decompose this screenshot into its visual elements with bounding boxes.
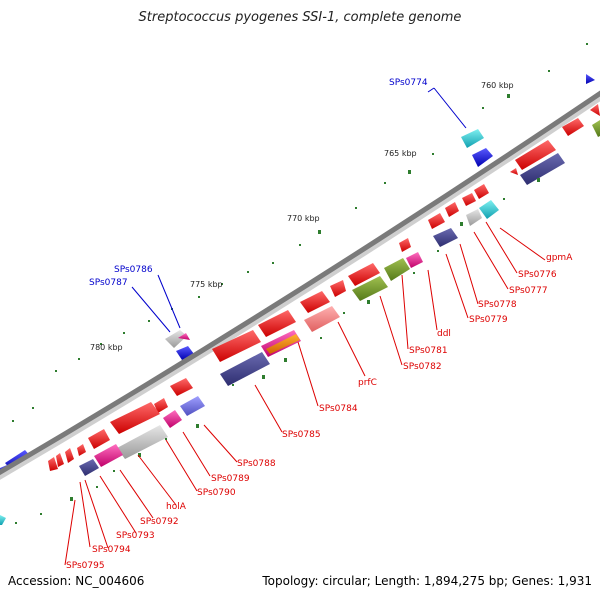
- label-SPs0785: SPs0785: [282, 430, 321, 440]
- label-SPs0790: SPs0790: [197, 488, 236, 498]
- label-SPs0781: SPs0781: [409, 346, 448, 356]
- label-SPs0795: SPs0795: [66, 561, 105, 571]
- genome-info-text: Topology: circular; Length: 1,894,275 bp…: [262, 574, 592, 588]
- label-SPs0794: SPs0794: [92, 545, 131, 555]
- label-SPs0784: SPs0784: [319, 404, 358, 414]
- genome-backbone: [0, 90, 600, 476]
- label-SPs0776: SPs0776: [518, 270, 557, 280]
- label-SPs0777: SPs0777: [509, 286, 548, 296]
- label-SPs0792: SPs0792: [140, 517, 179, 527]
- gene-block-outer: [472, 148, 493, 167]
- gene-block-outer: [586, 74, 595, 84]
- label-SPs0782: SPs0782: [403, 362, 442, 372]
- label-holA: holA: [166, 502, 187, 512]
- inner-leader-lines: [64, 221, 546, 566]
- label-gpmA: gpmA: [546, 253, 573, 263]
- accession-text: Accession: NC_004606: [8, 574, 145, 588]
- scale-label-770: 770 kbp: [287, 214, 320, 223]
- gene-block-outer: [0, 515, 6, 525]
- outer-tick-ring: [12, 43, 588, 422]
- label-SPs0778: SPs0778: [478, 300, 517, 310]
- gene-SPs0787: [165, 330, 187, 348]
- page-title: Streptococcus pyogenes SSI-1, complete g…: [138, 10, 462, 25]
- scale-label-780: 780 kbp: [90, 343, 123, 352]
- scale-label-760: 760 kbp: [481, 81, 514, 90]
- gene-block-outer: [176, 346, 194, 360]
- label-ddl: ddl: [437, 329, 451, 339]
- outer-leader-lines: [131, 87, 467, 333]
- inner-strand-genes: [48, 104, 600, 476]
- label-SPs0779: SPs0779: [469, 315, 508, 325]
- label-SPs0787: SPs0787: [89, 278, 128, 288]
- gene-SPs0786: [178, 333, 190, 340]
- label-prfC: prfC: [358, 378, 377, 388]
- label-SPs0788: SPs0788: [237, 459, 276, 469]
- label-SPs0789: SPs0789: [211, 474, 250, 484]
- gene-SPs0774: [461, 129, 484, 148]
- label-SPs0774: SPs0774: [389, 78, 428, 88]
- label-SPs0786: SPs0786: [114, 265, 153, 275]
- scale-label-765: 765 kbp: [384, 149, 417, 158]
- scale-label-775: 775 kbp: [190, 280, 223, 289]
- inner-tick-ring: [15, 178, 540, 524]
- label-SPs0793: SPs0793: [116, 531, 155, 541]
